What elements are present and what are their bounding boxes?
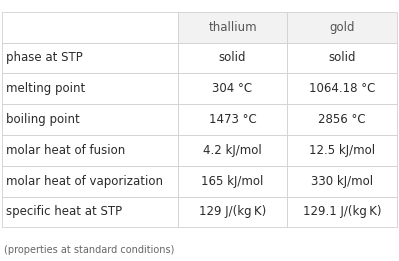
Bar: [178, 43, 287, 73]
Bar: [178, 135, 287, 166]
Text: 2856 °C: 2856 °C: [318, 113, 366, 126]
Bar: [287, 12, 397, 43]
Text: gold: gold: [329, 21, 355, 34]
Text: 12.5 kJ/mol: 12.5 kJ/mol: [309, 144, 375, 157]
Bar: [178, 12, 287, 43]
Text: 4.2 kJ/mol: 4.2 kJ/mol: [203, 144, 262, 157]
Text: molar heat of vaporization: molar heat of vaporization: [6, 175, 163, 188]
Bar: [178, 166, 287, 197]
Bar: [2, 197, 178, 227]
Bar: [2, 73, 178, 104]
Bar: [287, 166, 397, 197]
Bar: [178, 104, 287, 135]
Bar: [287, 104, 397, 135]
Bar: [2, 12, 178, 43]
Text: boiling point: boiling point: [6, 113, 80, 126]
Text: 1473 °C: 1473 °C: [209, 113, 257, 126]
Bar: [2, 43, 178, 73]
Bar: [178, 197, 287, 227]
Bar: [2, 135, 178, 166]
Text: specific heat at STP: specific heat at STP: [6, 205, 122, 218]
Text: thallium: thallium: [208, 21, 257, 34]
Text: 304 °C: 304 °C: [212, 82, 253, 95]
Bar: [287, 197, 397, 227]
Text: solid: solid: [328, 51, 356, 64]
Text: melting point: melting point: [6, 82, 85, 95]
Text: 330 kJ/mol: 330 kJ/mol: [311, 175, 373, 188]
Bar: [287, 135, 397, 166]
Text: 129.1 J/(kg K): 129.1 J/(kg K): [303, 205, 381, 218]
Text: solid: solid: [219, 51, 246, 64]
Text: 1064.18 °C: 1064.18 °C: [309, 82, 375, 95]
Text: molar heat of fusion: molar heat of fusion: [6, 144, 125, 157]
Bar: [2, 104, 178, 135]
Text: (properties at standard conditions): (properties at standard conditions): [4, 245, 174, 255]
Bar: [2, 166, 178, 197]
Bar: [287, 43, 397, 73]
Text: 165 kJ/mol: 165 kJ/mol: [201, 175, 264, 188]
Text: phase at STP: phase at STP: [6, 51, 83, 64]
Bar: [178, 73, 287, 104]
Bar: [287, 73, 397, 104]
Text: 129 J/(kg K): 129 J/(kg K): [199, 205, 266, 218]
